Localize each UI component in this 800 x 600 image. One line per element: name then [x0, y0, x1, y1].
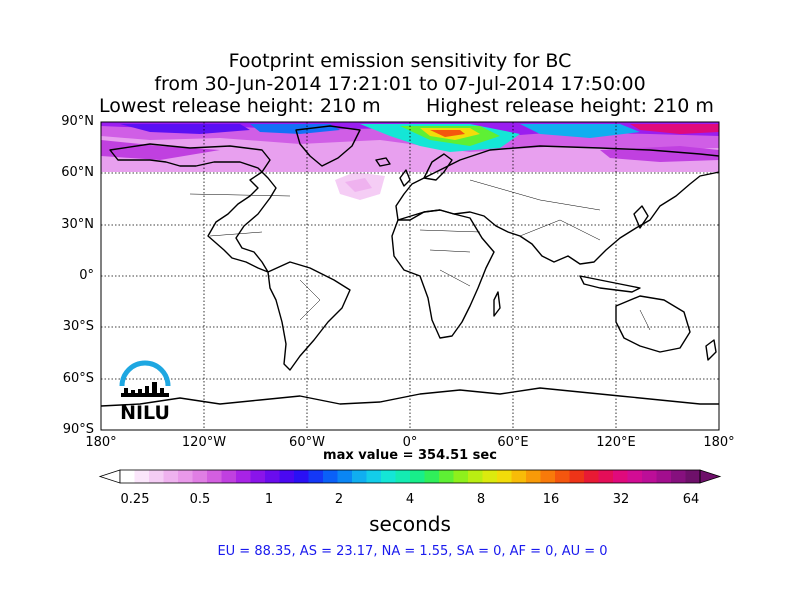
- colorbar-swatch: [627, 470, 643, 483]
- colorbar-swatch: [366, 470, 382, 483]
- colorbar-label: seconds: [369, 512, 451, 536]
- max-value: max value = 354.51 sec: [323, 448, 497, 463]
- colorbar-swatch: [294, 470, 309, 483]
- colorbar-swatch: [482, 470, 498, 483]
- colorbar-swatch: [149, 470, 164, 483]
- colorbar-tick: 32: [612, 492, 630, 507]
- map-frame: [100, 121, 720, 431]
- colorbar-swatch: [192, 470, 208, 483]
- colorbar-swatch: [178, 470, 193, 483]
- colorbar-swatch: [671, 470, 686, 483]
- lon-label-60e: 60°E: [497, 435, 529, 450]
- colorbar: [98, 469, 722, 484]
- lat-label-90n: 90°N: [61, 114, 94, 129]
- colorbar-swatch: [323, 470, 338, 483]
- nilu-logo: NILU: [119, 360, 171, 424]
- lat-label-30n: 30°N: [61, 217, 94, 232]
- colorbar-swatch: [337, 470, 353, 483]
- colorbar-swatch: [685, 470, 701, 483]
- colorbar-swatch: [424, 470, 440, 483]
- colorbar-swatch: [497, 470, 512, 483]
- lon-label-60w: 60°W: [289, 435, 325, 450]
- colorbar-swatch: [221, 470, 237, 483]
- colorbar-swatch: [352, 470, 367, 483]
- region-stats: EU = 88.35, AS = 23.17, NA = 1.55, SA = …: [217, 544, 608, 559]
- colorbar-swatch: [613, 470, 628, 483]
- colorbar-tick: 8: [476, 492, 486, 507]
- colorbar-swatch: [656, 470, 672, 483]
- map-time-range: from 30-Jun-2014 17:21:01 to 07-Jul-2014…: [154, 73, 646, 95]
- map-area: [101, 122, 719, 430]
- colorbar-swatch: [207, 470, 222, 483]
- colorbar-tick: 1: [264, 492, 274, 507]
- colorbar-swatch: [279, 470, 295, 483]
- colorbar-swatch: [569, 470, 585, 483]
- colorbar-swatch: [468, 470, 483, 483]
- lat-label-60s: 60°S: [62, 371, 94, 386]
- colorbar-swatch: [120, 470, 135, 483]
- lon-label-0: 0°: [402, 435, 418, 450]
- logo-text: NILU: [120, 402, 170, 424]
- colorbar-tick: 0.5: [189, 492, 211, 507]
- colorbar-swatch: [511, 470, 527, 483]
- colorbar-swatch: [134, 470, 150, 483]
- lon-label-180e: 180°: [703, 435, 735, 450]
- colorbar-swatch: [526, 470, 541, 483]
- colorbar-swatch: [453, 470, 469, 483]
- lat-label-0: 0°: [79, 268, 94, 283]
- graticule: [101, 122, 719, 430]
- colorbar-frame: [119, 469, 701, 484]
- colorbar-tick: 4: [405, 492, 415, 507]
- colorbar-swatch: [308, 470, 324, 483]
- lon-label-180w: 180°: [85, 435, 117, 450]
- colorbar-swatch: [439, 470, 454, 483]
- colorbar-swatch: [410, 470, 425, 483]
- lon-label-120w: 120°W: [181, 435, 227, 450]
- colorbar-swatch: [395, 470, 411, 483]
- highest-release-height: Highest release height: 210 m: [426, 95, 714, 117]
- colorbar-extend-max: [699, 469, 722, 484]
- colorbar-swatch: [163, 470, 179, 483]
- lowest-release-height: Lowest release height: 210 m: [99, 95, 381, 117]
- colorbar-swatch: [584, 470, 599, 483]
- colorbar-swatch: [236, 470, 251, 483]
- map-title: Footprint emission sensitivity for BC: [228, 50, 572, 72]
- colorbar-tick: 64: [682, 492, 700, 507]
- colorbar-swatch: [642, 470, 657, 483]
- lat-label-90s: 90°S: [62, 422, 94, 437]
- colorbar-swatch: [265, 470, 280, 483]
- colorbar-tick: 2: [334, 492, 344, 507]
- lat-label-60n: 60°N: [61, 165, 94, 180]
- colorbar-swatch: [555, 470, 570, 483]
- lat-label-30s: 30°S: [62, 319, 94, 334]
- colorbar-swatch: [381, 470, 396, 483]
- colorbar-extend-min: [98, 469, 121, 484]
- colorbar-swatch: [250, 470, 266, 483]
- colorbar-tick: 16: [542, 492, 560, 507]
- colorbar-swatch: [540, 470, 556, 483]
- colorbar-tick: 0.25: [120, 492, 150, 507]
- colorbar-swatch: [598, 470, 614, 483]
- lon-label-120e: 120°E: [596, 435, 636, 450]
